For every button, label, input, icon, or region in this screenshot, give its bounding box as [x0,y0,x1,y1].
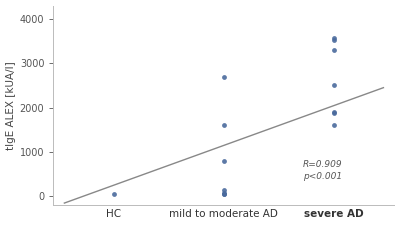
Point [331,112,337,115]
Point [221,123,227,126]
Point [221,159,227,163]
Point [221,192,227,196]
Point [221,192,227,195]
Point [331,48,337,52]
Point [221,188,227,191]
Point [331,38,337,42]
Y-axis label: tIgE ALEX [kUA/l]: tIgE ALEX [kUA/l] [6,61,16,150]
Point [221,191,227,195]
Point [111,192,117,196]
Point [331,84,337,87]
Point [331,110,337,114]
Point [221,75,227,78]
Point [331,123,337,126]
Point [331,36,337,39]
Text: R=0.909
p<0.001: R=0.909 p<0.001 [303,160,343,181]
